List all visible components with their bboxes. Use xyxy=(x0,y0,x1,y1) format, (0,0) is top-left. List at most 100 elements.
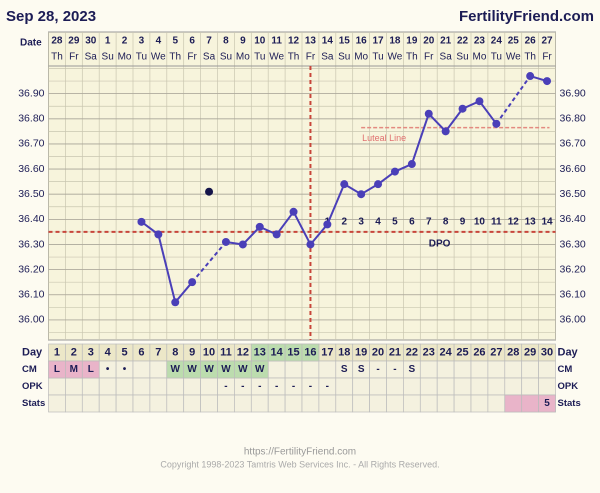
date-label: 29 xyxy=(68,36,80,47)
dpo-number: 7 xyxy=(426,217,432,228)
date-label: 16 xyxy=(356,36,368,47)
opk-entry: - xyxy=(309,381,312,392)
row-cell xyxy=(98,377,117,396)
day-number: 24 xyxy=(440,346,453,358)
cm-fertile-cell xyxy=(250,360,269,379)
predicted-cell xyxy=(504,394,523,413)
temperature-point xyxy=(154,230,163,239)
temperature-point xyxy=(238,240,247,249)
day-number: 3 xyxy=(88,346,94,358)
day-number: 19 xyxy=(355,346,367,358)
dpo-number: 2 xyxy=(341,217,347,228)
temperature-segment xyxy=(242,226,261,246)
date-label: 3 xyxy=(139,36,145,47)
row-cell xyxy=(487,360,506,379)
weekday-label: Su xyxy=(456,52,468,63)
y-tick-label: 36.10 xyxy=(18,289,44,301)
weekday-label: Fr xyxy=(69,52,79,63)
day-number: 16 xyxy=(304,346,316,358)
row-label: CM xyxy=(22,364,37,375)
temperature-segment xyxy=(191,241,227,283)
date-label: 18 xyxy=(389,36,401,47)
temperature-point xyxy=(374,180,383,189)
dpo-number: 11 xyxy=(491,217,502,228)
day-number: 11 xyxy=(220,346,232,358)
cm-entry: S xyxy=(358,364,365,375)
date-label: 2 xyxy=(122,36,128,47)
row-cell xyxy=(149,360,168,379)
row-label: OPK xyxy=(22,381,43,392)
row-cell xyxy=(403,377,421,396)
row-cell xyxy=(521,377,539,396)
y-tick-label: 36.50 xyxy=(18,188,44,200)
temperature-segment xyxy=(292,211,312,245)
row-cell xyxy=(267,394,286,413)
day-number: 17 xyxy=(321,346,333,358)
day-number: 4 xyxy=(105,346,112,358)
cm-entry: W xyxy=(255,364,265,375)
weekday-label: Tu xyxy=(372,52,383,63)
row-cell xyxy=(453,377,472,396)
row-cell xyxy=(335,394,354,413)
temperature-segment xyxy=(309,223,329,246)
temperature-point xyxy=(357,190,366,199)
temperature-segment xyxy=(428,113,447,133)
y-tick-label: 36.90 xyxy=(18,87,44,99)
dpo-label: DPO xyxy=(429,239,451,250)
date-label: 15 xyxy=(339,36,351,47)
day-number: 8 xyxy=(172,346,178,358)
row-cell xyxy=(453,394,472,413)
temperature-point xyxy=(458,104,467,113)
row-cell xyxy=(98,394,117,413)
weekday-label: Su xyxy=(102,52,114,63)
stats-entry: 5 xyxy=(544,398,550,409)
dpo-number: 13 xyxy=(525,217,537,228)
date-label: 8 xyxy=(223,36,229,47)
row-cell xyxy=(250,394,269,413)
y-tick-label-right: 36.50 xyxy=(560,188,586,200)
day-number: 14 xyxy=(271,346,284,358)
temperature-point xyxy=(255,222,264,231)
temperature-point xyxy=(221,237,230,246)
row-cell xyxy=(436,394,455,413)
weekday-label: Sa xyxy=(85,52,98,63)
day-number: 30 xyxy=(541,346,553,358)
date-label: 12 xyxy=(288,36,300,47)
row-cell xyxy=(183,377,201,396)
dpo-number: 10 xyxy=(474,217,486,228)
row-cell xyxy=(504,377,523,396)
row-cell xyxy=(436,360,455,379)
row-cell xyxy=(369,377,387,396)
row-cell xyxy=(538,360,556,379)
cm-entry: L xyxy=(54,364,60,375)
row-cell xyxy=(504,360,523,379)
dpo-number: 14 xyxy=(541,217,553,228)
row-label-right: OPK xyxy=(558,381,579,392)
date-label: 1 xyxy=(105,36,111,47)
day-number: 29 xyxy=(524,346,536,358)
opk-entry: - xyxy=(241,381,244,392)
row-cell xyxy=(284,360,303,379)
y-tick-label: 36.30 xyxy=(18,238,44,250)
row-cell xyxy=(521,360,539,379)
row-cell xyxy=(419,377,438,396)
y-tick-label-right: 36.20 xyxy=(560,263,586,275)
cm-entry: - xyxy=(376,364,379,375)
weekday-label: Th xyxy=(51,52,63,63)
weekday-label: Mo xyxy=(118,52,132,63)
row-label-right: Day xyxy=(558,346,579,358)
y-tick-label: 36.70 xyxy=(18,138,44,150)
weekday-label: Mo xyxy=(236,52,250,63)
temperature-segment xyxy=(495,75,531,125)
temperature-point xyxy=(323,220,332,229)
row-cell xyxy=(352,377,370,396)
date-label: 17 xyxy=(372,36,384,47)
temperature-point xyxy=(340,180,349,189)
row-cell xyxy=(470,394,489,413)
weekday-label: Tu xyxy=(136,52,147,63)
y-tick-label-right: 36.30 xyxy=(560,238,586,250)
row-cell xyxy=(284,394,303,413)
day-number: 22 xyxy=(406,346,418,358)
